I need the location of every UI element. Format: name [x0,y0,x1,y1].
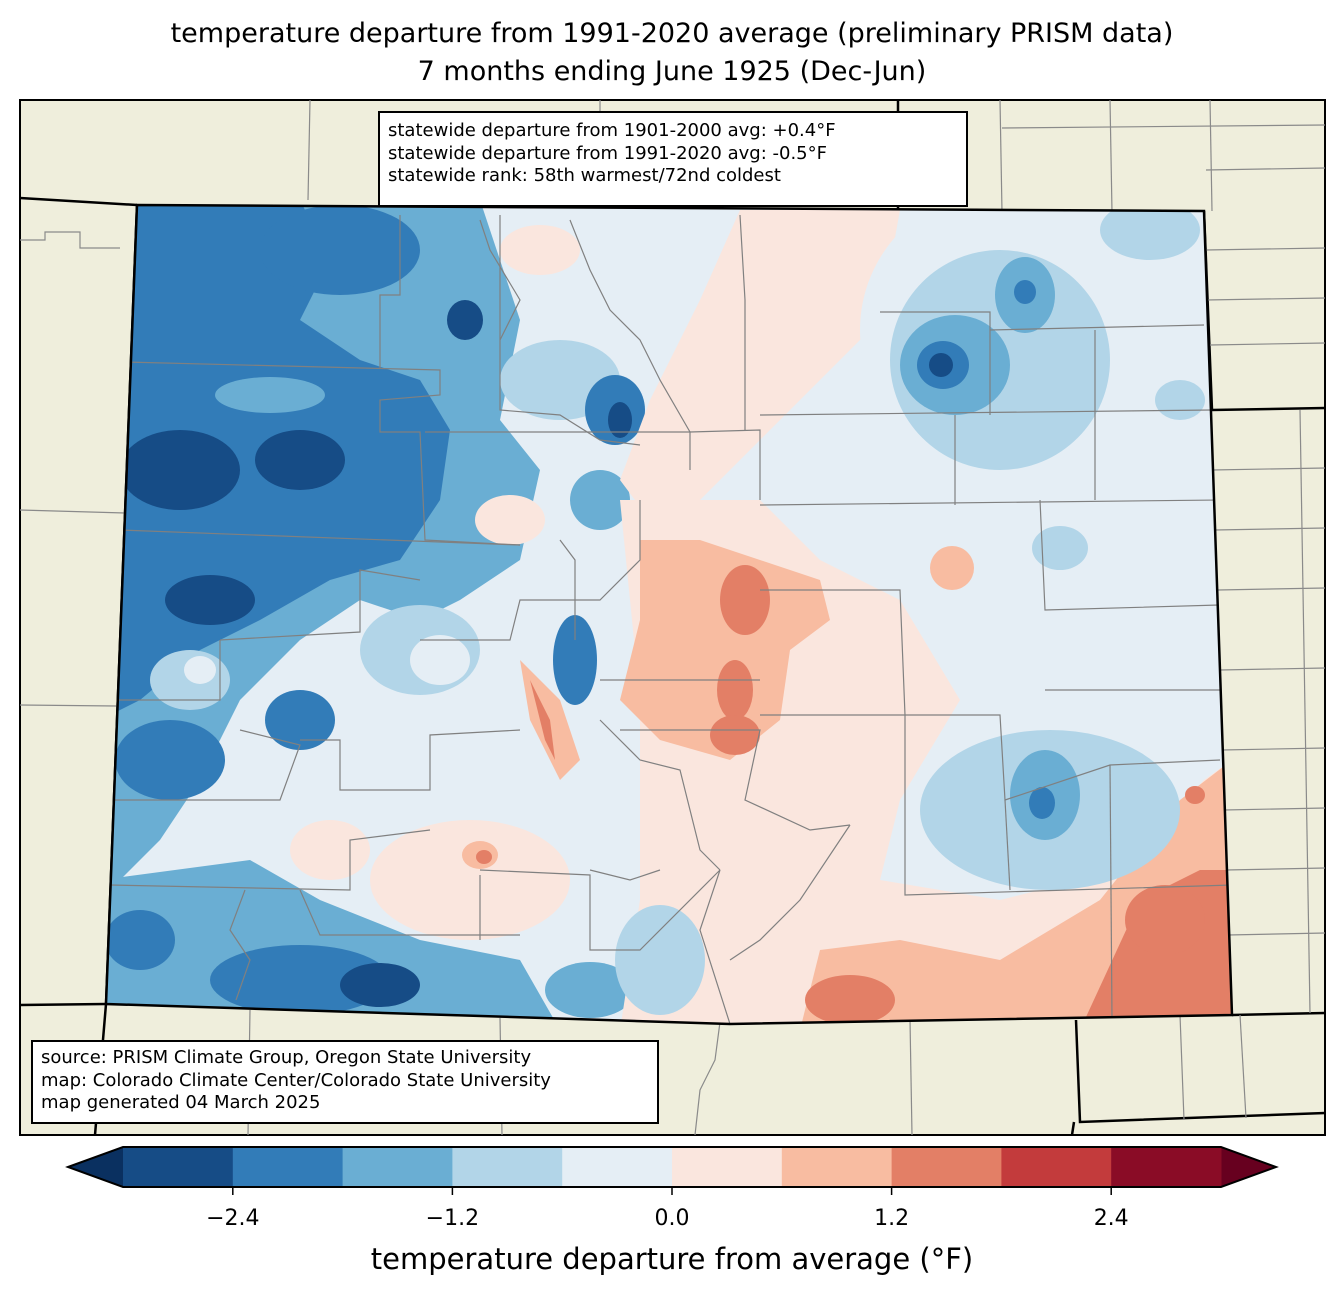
map-credit-line: map: Colorado Climate Center/Colorado St… [41,1069,551,1091]
colorbar-bin [123,1147,234,1187]
colorbar-bin [452,1147,563,1187]
colorbar-tick-label: 0.0 [654,1206,690,1231]
colorbar-over-arrow [1221,1147,1276,1187]
colorbar-tick-label: 1.2 [874,1206,910,1231]
source-line: source: PRISM Climate Group, Oregon Stat… [41,1047,532,1068]
colorbar-bin [672,1147,783,1187]
map-title: temperature departure from 1991-2020 ave… [170,18,1174,49]
colorbar-bin [342,1147,453,1187]
colorbar-tick-label: −1.2 [425,1206,480,1231]
colorbar-label: temperature departure from average (°F) [370,1242,974,1276]
county-lines [109,214,1232,1024]
colorado-temperature-field [106,205,1232,1024]
colorbar-bin [1001,1147,1112,1187]
colorbar-bin [891,1147,1002,1187]
colorbar-tick-label: −2.4 [206,1206,260,1231]
colorbar-bin [562,1147,673,1187]
colorbar-bin [1111,1147,1222,1187]
colorbar-under-arrow [68,1147,123,1187]
colorbar-bin [781,1147,893,1187]
colorbar [65,1146,1279,1195]
map-generated-line: map generated 04 March 2025 [41,1092,321,1113]
colorado-border [104,203,1234,1026]
colorbar-tick-label: 2.4 [1093,1206,1129,1231]
statewide-stats-box: statewide departure from 1901-2000 avg: … [378,111,968,207]
colorbar-outline [65,1146,1279,1188]
stat-rank: statewide rank: 58th warmest/72nd coldes… [388,165,781,186]
stat-departure-1991-2020: statewide departure from 1991-2020 avg: … [388,142,827,164]
stat-departure-1901-2000: statewide departure from 1901-2000 avg: … [388,120,836,141]
map-subtitle: 7 months ending June 1925 (Dec-Jun) [417,56,927,87]
source-box: source: PRISM Climate Group, Oregon Stat… [31,1040,659,1124]
colorbar-bin [232,1147,344,1187]
